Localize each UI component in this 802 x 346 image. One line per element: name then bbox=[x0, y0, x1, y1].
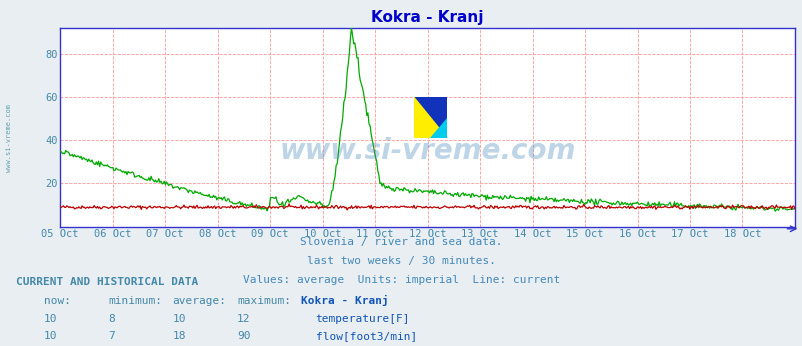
Text: flow[foot3/min]: flow[foot3/min] bbox=[315, 331, 416, 341]
Text: 12: 12 bbox=[237, 314, 250, 324]
Text: CURRENT AND HISTORICAL DATA: CURRENT AND HISTORICAL DATA bbox=[16, 277, 198, 288]
Text: 18: 18 bbox=[172, 331, 186, 341]
Title: Kokra - Kranj: Kokra - Kranj bbox=[371, 10, 484, 25]
Polygon shape bbox=[413, 97, 447, 138]
Polygon shape bbox=[430, 118, 447, 138]
Text: Kokra - Kranj: Kokra - Kranj bbox=[301, 295, 388, 307]
Text: www.si-vreme.com: www.si-vreme.com bbox=[6, 104, 12, 172]
Text: minimum:: minimum: bbox=[108, 297, 162, 307]
Text: last two weeks / 30 minutes.: last two weeks / 30 minutes. bbox=[306, 256, 496, 266]
Text: 10: 10 bbox=[44, 314, 58, 324]
Text: 8: 8 bbox=[108, 314, 115, 324]
Text: temperature[F]: temperature[F] bbox=[315, 314, 410, 324]
Polygon shape bbox=[413, 97, 447, 138]
Text: 10: 10 bbox=[172, 314, 186, 324]
Text: maximum:: maximum: bbox=[237, 297, 290, 307]
Text: average:: average: bbox=[172, 297, 226, 307]
Text: 10: 10 bbox=[44, 331, 58, 341]
Text: now:: now: bbox=[44, 297, 71, 307]
Text: www.si-vreme.com: www.si-vreme.com bbox=[279, 137, 575, 165]
Text: 7: 7 bbox=[108, 331, 115, 341]
Text: Values: average  Units: imperial  Line: current: Values: average Units: imperial Line: cu… bbox=[242, 275, 560, 285]
Text: 90: 90 bbox=[237, 331, 250, 341]
Text: Slovenia / river and sea data.: Slovenia / river and sea data. bbox=[300, 237, 502, 247]
